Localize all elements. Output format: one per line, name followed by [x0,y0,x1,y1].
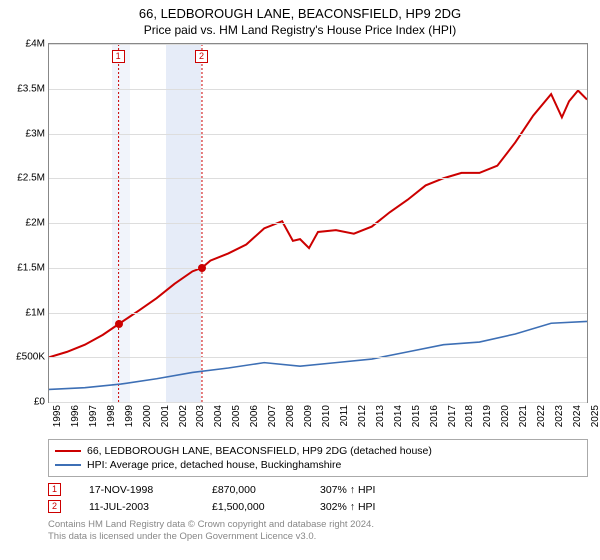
x-tick-label: 2025 [590,405,600,427]
sale-point-2 [198,264,206,272]
legend-item: HPI: Average price, detached house, Buck… [55,458,581,472]
legend-label: 66, LEDBOROUGH LANE, BEACONSFIELD, HP9 2… [87,445,432,457]
footer-line: This data is licensed under the Open Gov… [48,531,588,543]
y-tick-label: £1M [3,307,45,318]
x-tick-label: 2012 [357,405,368,427]
x-tick-label: 2010 [321,405,332,427]
y-tick-label: £500K [3,352,45,363]
x-tick-label: 2013 [375,405,386,427]
x-tick-label: 1995 [52,405,63,427]
x-tick-label: 2014 [393,405,404,427]
footer-line: Contains HM Land Registry data © Crown c… [48,519,588,531]
x-tick-label: 2016 [429,405,440,427]
x-tick-label: 2021 [518,405,529,427]
x-tick-label: 2023 [554,405,565,427]
x-tick-label: 2009 [303,405,314,427]
legend-swatch [55,464,81,466]
legend-swatch [55,450,81,452]
x-tick-label: 2003 [195,405,206,427]
y-tick-label: £0 [3,397,45,408]
x-tick-label: 1996 [70,405,81,427]
sale-marker-box: 1 [48,483,61,496]
x-tick-label: 2005 [231,405,242,427]
y-tick-label: £2M [3,218,45,229]
x-tick-label: 2008 [285,405,296,427]
chart-subtitle: Price paid vs. HM Land Registry's House … [0,21,600,43]
y-tick-label: £4M [3,39,45,50]
sale-point-1 [115,320,123,328]
x-tick-label: 1997 [88,405,99,427]
x-tick-label: 2018 [464,405,475,427]
legend-item: 66, LEDBOROUGH LANE, BEACONSFIELD, HP9 2… [55,444,581,458]
y-tick-label: £2.5M [3,173,45,184]
sale-date: 11-JUL-2003 [89,501,184,513]
x-tick-label: 2019 [482,405,493,427]
sale-row: 2 11-JUL-2003 £1,500,000 302% ↑ HPI [48,498,588,515]
x-tick-label: 2015 [411,405,422,427]
x-tick-label: 1999 [124,405,135,427]
x-tick-label: 2000 [142,405,153,427]
y-tick-label: £3M [3,128,45,139]
sale-marker-box: 2 [48,500,61,513]
sale-price: £870,000 [212,484,292,496]
x-tick-label: 2002 [178,405,189,427]
chart-plot-area: £0£500K£1M£1.5M£2M£2.5M£3M£3.5M£4M12 [48,43,588,403]
x-tick-label: 2007 [267,405,278,427]
x-tick-label: 1998 [106,405,117,427]
x-tick-label: 2006 [249,405,260,427]
x-tick-label: 2011 [339,405,350,427]
sale-marker-2: 2 [195,50,208,63]
x-tick-label: 2004 [213,405,224,427]
x-tick-label: 2001 [160,405,171,427]
sale-marker-1: 1 [112,50,125,63]
y-tick-label: £3.5M [3,83,45,94]
chart-title: 66, LEDBOROUGH LANE, BEACONSFIELD, HP9 2… [0,0,600,21]
y-tick-label: £1.5M [3,262,45,273]
sale-delta: 307% ↑ HPI [320,484,375,496]
x-tick-label: 2022 [536,405,547,427]
sale-delta: 302% ↑ HPI [320,501,375,513]
legend: 66, LEDBOROUGH LANE, BEACONSFIELD, HP9 2… [48,439,588,477]
x-tick-label: 2020 [500,405,511,427]
x-tick-label: 2024 [572,405,583,427]
legend-label: HPI: Average price, detached house, Buck… [87,459,341,471]
sale-row: 1 17-NOV-1998 £870,000 307% ↑ HPI [48,481,588,498]
sale-price: £1,500,000 [212,501,292,513]
x-axis-labels: 1995 1996 1997 1998 1999 2000 2001 2002 2003 2004… [48,403,588,435]
sales-table: 1 17-NOV-1998 £870,000 307% ↑ HPI 2 11-J… [48,481,588,515]
x-tick-label: 2017 [447,405,458,427]
sale-date: 17-NOV-1998 [89,484,184,496]
footer: Contains HM Land Registry data © Crown c… [48,519,588,544]
